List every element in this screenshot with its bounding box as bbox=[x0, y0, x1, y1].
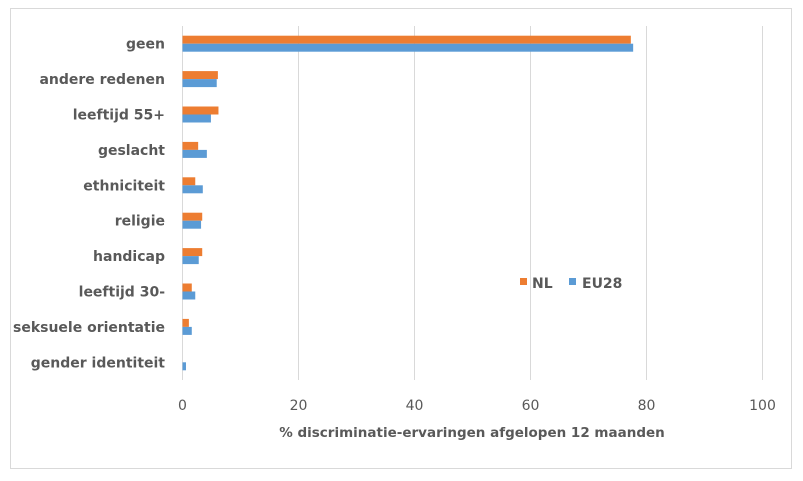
legend-swatch-eu28 bbox=[569, 278, 576, 285]
x-tick-label: 80 bbox=[638, 398, 656, 414]
x-tick-labels: 0 20 40 60 80 100 bbox=[178, 398, 776, 414]
bar-nl bbox=[182, 71, 218, 80]
bar-eu28 bbox=[182, 185, 203, 194]
category-label: andere redenen bbox=[39, 72, 165, 88]
bar-nl bbox=[182, 141, 199, 150]
legend-swatch-nl bbox=[520, 278, 527, 285]
legend: NL EU28 bbox=[520, 276, 622, 292]
bar-eu28 bbox=[182, 149, 207, 158]
x-tick-label: 0 bbox=[178, 398, 187, 414]
x-tick-label: 60 bbox=[522, 398, 540, 414]
category-labels: geen andere redenen leeftijd 55+ geslacht et… bbox=[13, 37, 165, 372]
legend-label-eu28: EU28 bbox=[582, 276, 622, 292]
bar-eu28 bbox=[182, 220, 202, 229]
bar-eu28 bbox=[182, 362, 186, 371]
bar-eu28 bbox=[182, 291, 196, 300]
bar-nl bbox=[182, 318, 189, 327]
bar-eu28 bbox=[182, 79, 217, 88]
x-tick-label: 20 bbox=[290, 398, 308, 414]
x-tick-label: 40 bbox=[406, 398, 424, 414]
category-label: leeftijd 55+ bbox=[73, 108, 165, 124]
bars bbox=[182, 35, 634, 371]
category-label: ethniciteit bbox=[83, 178, 165, 194]
bar-nl bbox=[182, 248, 203, 257]
bar-nl bbox=[182, 106, 219, 115]
chart-frame bbox=[10, 8, 792, 469]
category-label: handicap bbox=[93, 249, 165, 265]
bar-nl bbox=[182, 35, 631, 44]
category-label: geslacht bbox=[98, 143, 165, 159]
bar-eu28 bbox=[182, 43, 634, 52]
bar-eu28 bbox=[182, 326, 192, 335]
gridlines bbox=[182, 26, 763, 380]
category-label: gender identiteit bbox=[31, 355, 166, 371]
bar-nl bbox=[182, 212, 203, 221]
bar-nl bbox=[182, 283, 192, 292]
bar-eu28 bbox=[182, 114, 211, 123]
x-axis-title: % discriminatie-ervaringen afgelopen 12 … bbox=[279, 425, 665, 441]
category-label: seksuele orientatie bbox=[13, 320, 165, 336]
bar-eu28 bbox=[182, 256, 199, 265]
x-tick-label: 100 bbox=[749, 398, 776, 414]
category-label: geen bbox=[126, 37, 165, 53]
category-label: leeftijd 30- bbox=[79, 285, 166, 301]
bar-nl bbox=[182, 177, 196, 186]
legend-label-nl: NL bbox=[532, 276, 553, 292]
category-label: religie bbox=[115, 214, 165, 230]
